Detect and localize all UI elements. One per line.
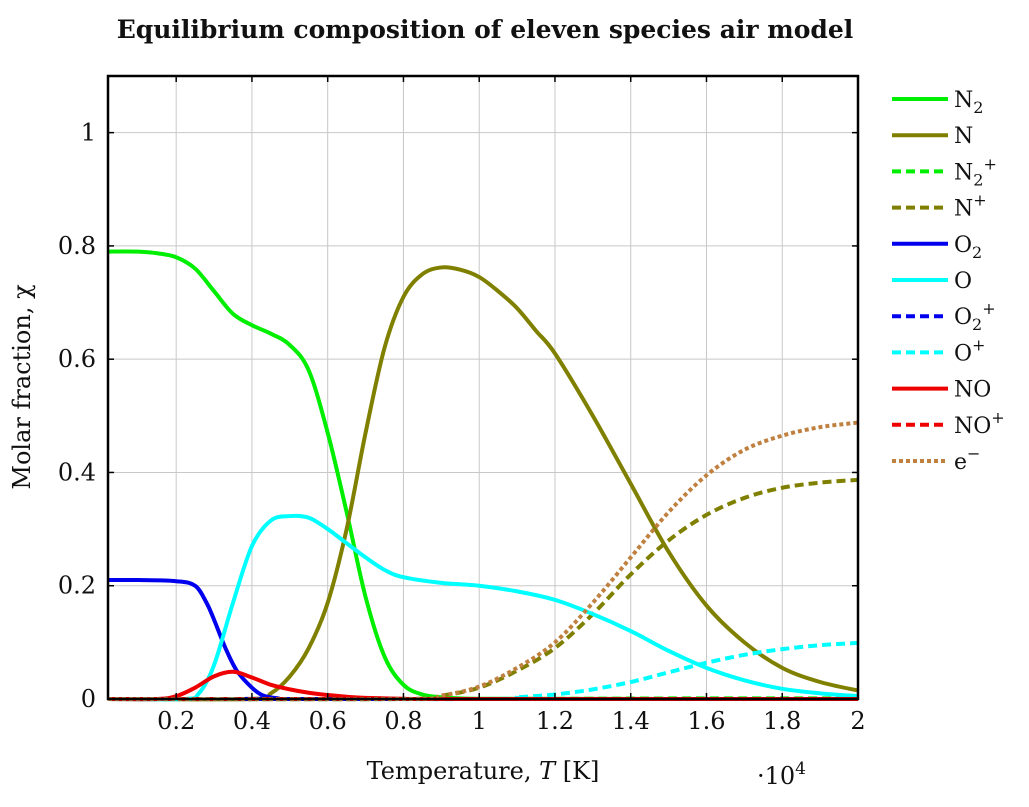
x-tick-label: 1.6: [687, 707, 725, 735]
y-tick-label: 0.2: [58, 572, 96, 600]
y-tick-label: 0.8: [58, 232, 96, 260]
legend-label-n-plus: N+: [954, 191, 987, 222]
plot-frame: [106, 74, 860, 701]
legend-label-sub: 2: [972, 243, 982, 262]
legend-label-sup: +: [991, 408, 1004, 427]
x-tick-label: 0.8: [384, 707, 422, 735]
y-tick-label: 1: [81, 119, 96, 147]
legend-label-main: N: [954, 88, 973, 113]
x-tick-label: 1.2: [536, 707, 574, 735]
legend-label-sub: 2: [973, 98, 983, 117]
x-multiplier-base: ·10: [757, 762, 795, 790]
legend-label-o2-plus: O2+: [954, 299, 996, 334]
x-multiplier-exp: 4: [795, 759, 806, 779]
legend-label-main: e: [954, 450, 967, 475]
x-axis-label-suffix: [K]: [555, 757, 599, 785]
legend-label-main: O: [954, 233, 972, 258]
legend-label-main: O: [954, 341, 972, 366]
y-tick-label: 0: [81, 685, 96, 713]
x-axis-label: Temperature, T [K]: [367, 757, 600, 785]
legend-label-e-minus: e−: [954, 444, 980, 475]
series-line-n-plus: [107, 477, 859, 702]
x-axis-label-var: T: [539, 757, 557, 785]
legend-label-main: NO: [954, 414, 991, 439]
x-tick-label: 1: [472, 707, 487, 735]
legend-label-main: O: [954, 269, 972, 294]
x-tick-label: 0.2: [157, 707, 195, 735]
series-layer: [107, 249, 859, 702]
legend-label-o: O: [954, 269, 972, 294]
series-line-e-minus: [107, 420, 859, 702]
legend-label-main: NO: [954, 378, 991, 403]
y-tick-label: 0.6: [58, 345, 96, 373]
chart-title: Equilibrium composition of eleven specie…: [117, 15, 854, 44]
x-multiplier: ·104: [757, 759, 806, 790]
legend-label-n: N: [954, 124, 973, 149]
legend-label-sup: +: [983, 154, 996, 173]
series-line-o: [107, 513, 859, 702]
legend-label-no-plus: NO+: [954, 408, 1005, 439]
legend-label-main: O: [954, 305, 972, 330]
x-tick-label: 2: [850, 707, 865, 735]
legend-label-main: N: [954, 197, 973, 222]
legend-label-main: N: [954, 160, 973, 185]
series-line-n: [107, 265, 859, 702]
legend-label-n2: N2: [954, 88, 983, 117]
y-axis-label: Molar fraction, χ: [8, 284, 36, 490]
legend-label-sup: +: [973, 191, 986, 210]
y-tick-label: 0.4: [58, 458, 96, 486]
legend-label-o2: O2: [954, 233, 982, 262]
legend-label-sup: +: [972, 335, 985, 354]
legend-label-n2-plus: N2+: [954, 154, 997, 189]
legend-label-o-plus: O+: [954, 335, 985, 366]
legend-label-sup: −: [967, 444, 980, 463]
x-tick-label: 0.4: [233, 707, 271, 735]
ticks: 0.2 0.4 0.6 0.8 1 1.2 1.4 1.6 1.8 2 0 0.2 0.4 0.6 0.8 1: [58, 76, 866, 735]
x-tick-label: 1.4: [612, 707, 650, 735]
x-tick-label: 1.8: [763, 707, 801, 735]
legend-label-sub: 2: [973, 170, 983, 189]
grid: [108, 76, 859, 700]
legend-label-no: NO: [954, 378, 991, 403]
legend-label-sup: +: [982, 299, 995, 318]
legend-label-main: N: [954, 124, 973, 149]
legend-label-sub: 2: [972, 315, 982, 334]
x-axis-label-prefix: Temperature,: [367, 757, 540, 785]
x-tick-label: 0.6: [309, 707, 347, 735]
